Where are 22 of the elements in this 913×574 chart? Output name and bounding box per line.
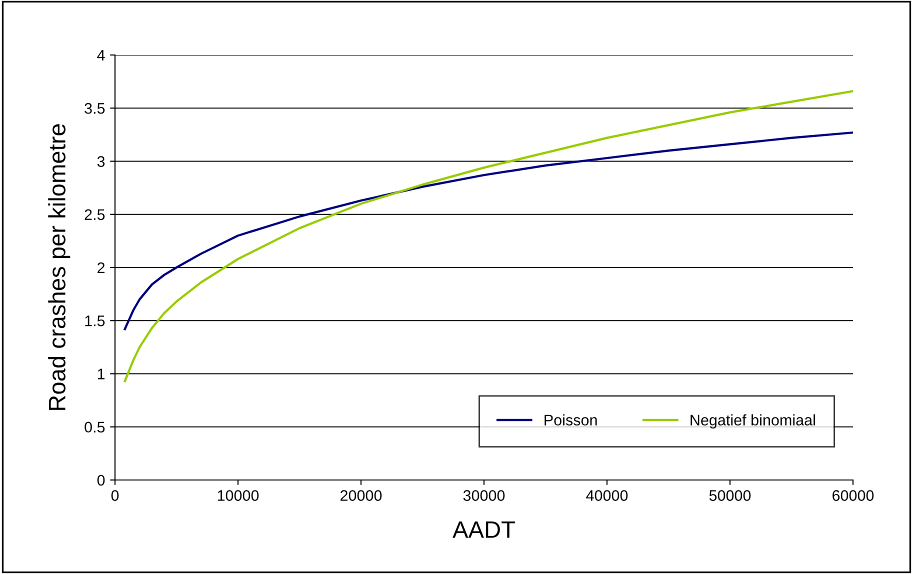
y-tick-label: 4 [97, 50, 105, 61]
y-tick-label: 2 [98, 262, 105, 274]
y-axis-title: Road crashes per kilometre [48, 124, 70, 410]
y-tick-label: 0 [97, 474, 105, 486]
x-tick-label: 20000 [340, 490, 382, 501]
x-tick-label: 10000 [218, 490, 259, 501]
y-tick-label: 1.5 [85, 316, 105, 326]
y-tick-label: 1 [98, 368, 105, 380]
x-tick-label: 50000 [709, 490, 751, 501]
x-axis-title: AADT [452, 522, 515, 538]
x-tick-label: 60000 [832, 490, 874, 501]
y-tick-label: 3 [97, 156, 105, 167]
x-tick-label: 40000 [586, 490, 628, 501]
y-tick-label: 3.5 [84, 102, 105, 114]
line-series [124, 131, 853, 330]
y-tick-label: 2.5 [84, 209, 105, 220]
x-tick-label: 0 [111, 490, 119, 501]
legend-label: Negatief binomiaal [690, 414, 815, 429]
x-tick-label: 30000 [463, 490, 505, 501]
line-series [124, 90, 853, 382]
legend-label: Poisson [544, 414, 597, 426]
y-tick-label: 0.5 [84, 422, 105, 433]
